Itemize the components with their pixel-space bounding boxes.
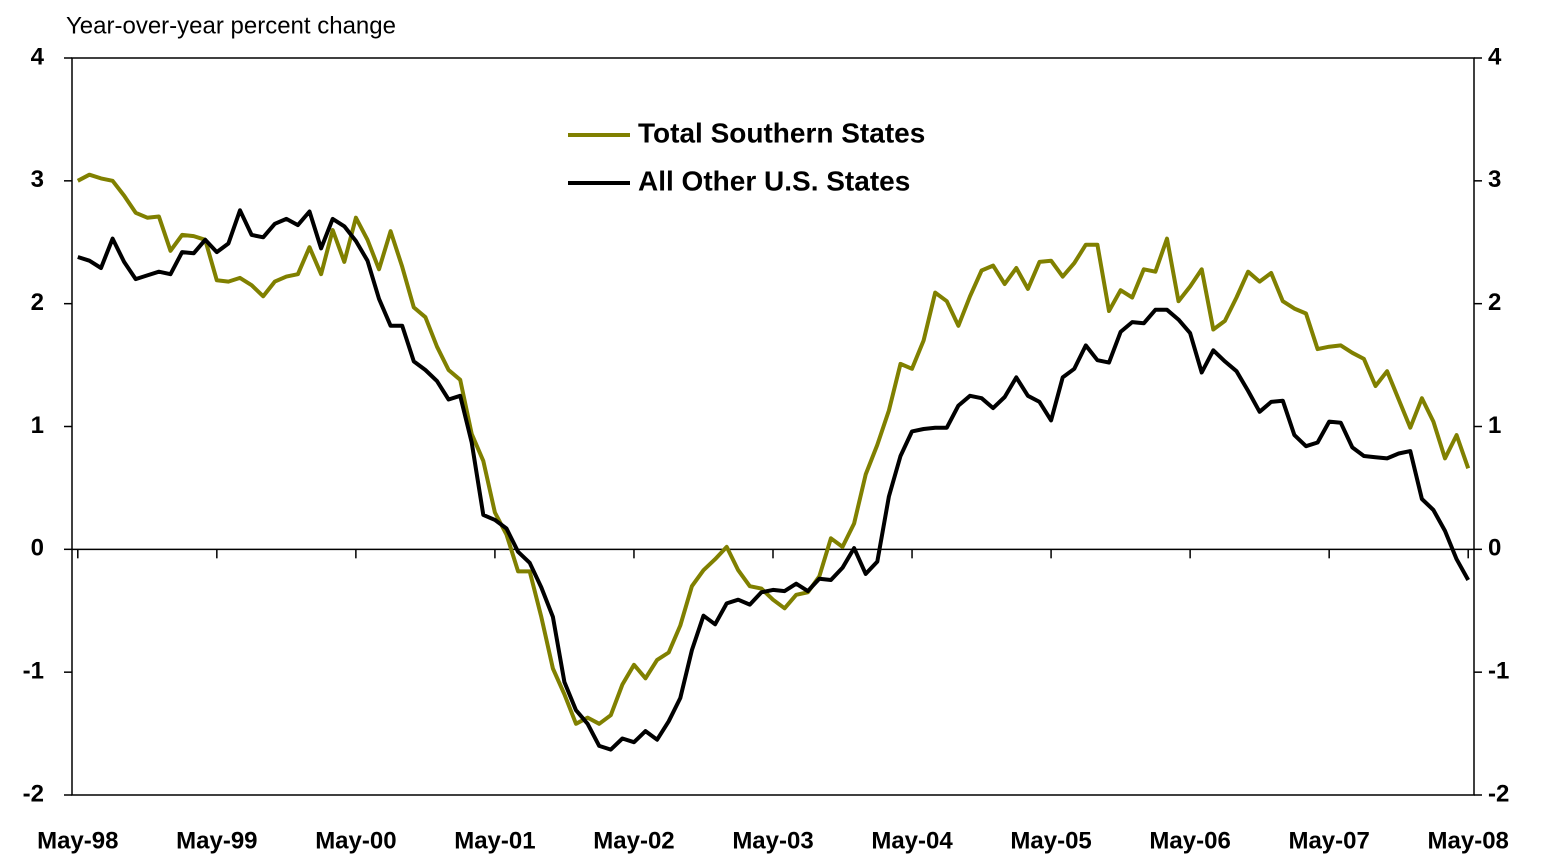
y2-tick-label: 4 [1488,43,1502,70]
x-tick-label: May-04 [871,827,953,854]
y-tick-label: 1 [31,412,44,439]
y2-tick-label: 3 [1488,166,1501,193]
series-line [76,172,1471,726]
x-tick-label: May-03 [732,827,813,854]
y-tick-label: 2 [31,289,44,316]
y2-tick-label: -2 [1488,780,1509,807]
y-tick-label: -1 [23,658,44,685]
x-tick-label: May-07 [1288,827,1369,854]
x-tick-label: May-00 [315,827,396,854]
y2-tick-label: 0 [1488,535,1501,562]
legend-label: All Other U.S. States [638,165,910,196]
y2-tick-label: -1 [1488,658,1509,685]
x-tick-label: May-05 [1010,827,1091,854]
x-tick-label: May-01 [454,827,535,854]
y-tick-label: 0 [31,535,44,562]
y2-tick-label: 1 [1488,412,1501,439]
x-tick-label: May-98 [37,827,118,854]
y2-tick-label: 2 [1488,289,1501,316]
axis-label: Year-over-year percent change [66,12,396,39]
legend-label: Total Southern States [638,117,925,148]
y-tick-label: -2 [23,780,44,807]
x-tick-label: May-02 [593,827,674,854]
x-tick-label: May-06 [1149,827,1230,854]
x-tick-label: May-99 [176,827,257,854]
series-line [77,208,1470,752]
y-tick-label: 4 [31,43,45,70]
y-tick-label: 3 [31,166,44,193]
x-tick-label: May-08 [1428,827,1509,854]
